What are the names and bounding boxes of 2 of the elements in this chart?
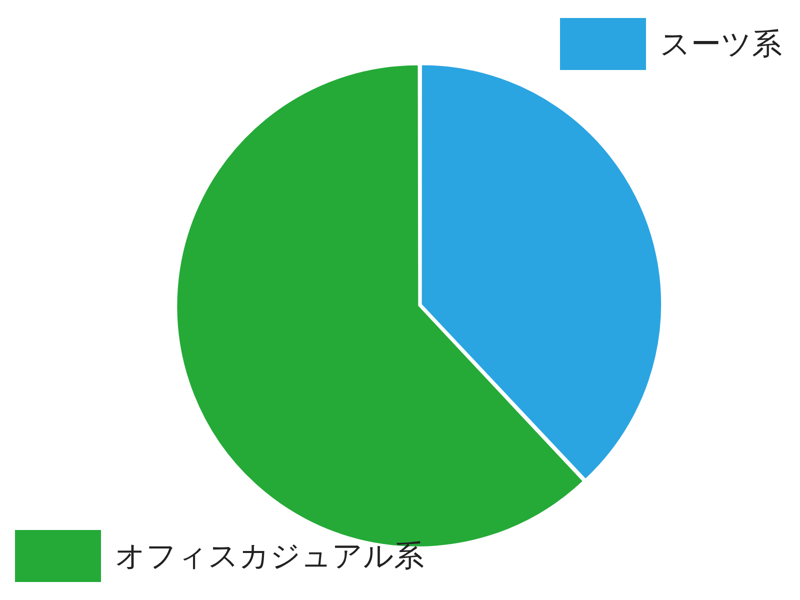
legend-label: スーツ系 <box>660 26 782 64</box>
legend-label: オフィスカジュアル系 <box>115 538 424 576</box>
